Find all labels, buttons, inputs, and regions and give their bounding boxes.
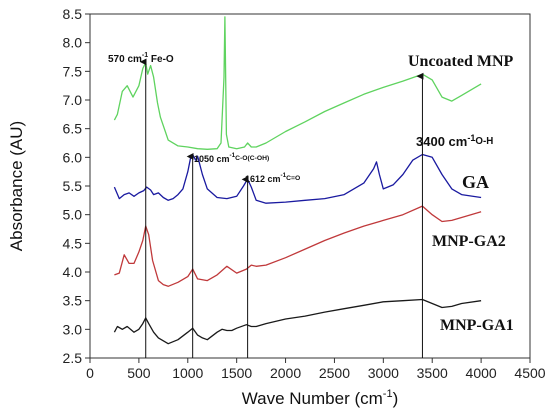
y-tick-label: 7.0 — [63, 92, 83, 108]
series-label-mnp-ga1: MNP-GA1 — [440, 317, 514, 334]
annotation-label-sup: -1 — [467, 133, 475, 143]
y-tick-label: 5.0 — [63, 207, 83, 223]
annotation-label: 570 cm-1 Fe-O — [108, 52, 174, 65]
annotation-label-tail: C-O(C-OH) — [235, 155, 269, 162]
axes-layer: 0 500 1000 1500 2000 2500 3000 3500 4000 4500 2.5 3… — [7, 6, 546, 408]
x-tick-label: 4000 — [466, 365, 497, 381]
annotation-label-sup: -1 — [281, 172, 287, 179]
annotation-label: 1612 cm-1C=O — [245, 172, 300, 184]
x-axis-title: Wave Number (cm-1) — [242, 388, 399, 408]
series-label-ga: GA — [462, 172, 489, 192]
annotation-label-main: 1612 cm — [245, 174, 281, 184]
y-tick-label: 6.5 — [63, 121, 83, 137]
annotation-label-main: 570 cm — [108, 54, 142, 65]
y-tick-label: 5.5 — [63, 178, 83, 194]
x-tick-label: 1500 — [221, 365, 252, 381]
y-tick-label: 7.5 — [63, 63, 83, 79]
annotation-label-main: 1050 cm — [194, 154, 230, 164]
x-axis-title-main: Wave Number (cm — [242, 389, 383, 408]
x-tick-label: 3000 — [368, 365, 399, 381]
annotation-label-sup: -1 — [142, 52, 148, 59]
y-tick-label: 4.0 — [63, 264, 83, 280]
series-labels-layer: Uncoated MNP GA MNP-GA2 MNP-GA1 — [408, 53, 514, 334]
series-label-mnp-ga2: MNP-GA2 — [432, 233, 506, 250]
annotation-label-tail: Fe-O — [148, 54, 174, 65]
x-axis-title-sup: -1 — [383, 388, 393, 400]
annotation-label-tail: O-H — [475, 136, 493, 147]
annotation-label-main: 3400 cm — [416, 134, 467, 149]
series-line-mnp-ga1 — [113, 298, 482, 345]
y-tick-label: 8.0 — [63, 35, 83, 51]
y-tick-label: 2.5 — [63, 350, 83, 366]
y-tick-label: 6.0 — [63, 149, 83, 165]
x-tick-label: 2000 — [270, 365, 301, 381]
annotation-label-sup: -1 — [230, 152, 236, 159]
x-axis-title-end: ) — [393, 389, 399, 408]
y-tick-label: 8.5 — [63, 6, 83, 22]
x-tick-label: 1000 — [172, 365, 203, 381]
annotation-label-tail: C=O — [286, 175, 300, 182]
y-tick-label: 3.5 — [63, 293, 83, 309]
y-axis-title: Absorbance (AU) — [7, 121, 26, 251]
annotation-label: 3400 cm-1O-H — [416, 133, 493, 149]
series-line-ga — [113, 153, 482, 204]
series-label-uncoated-mnp: Uncoated MNP — [408, 53, 514, 70]
x-tick-label: 2500 — [319, 365, 350, 381]
series-line-mnp-ga2 — [114, 205, 482, 287]
x-tick-label: 4500 — [514, 365, 545, 381]
x-tick-label: 3500 — [417, 365, 448, 381]
x-tick-label: 500 — [127, 365, 151, 381]
series-line-uncoated-mnp — [113, 16, 482, 150]
annotation-label: 1050 cm-1C-O(C-OH) — [194, 152, 269, 164]
x-tick-label: 0 — [86, 365, 94, 381]
y-tick-label: 3.0 — [63, 321, 83, 337]
y-tick-label: 4.5 — [63, 235, 83, 251]
